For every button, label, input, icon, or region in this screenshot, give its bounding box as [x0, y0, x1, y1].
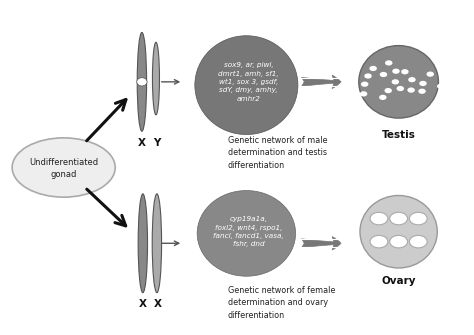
Ellipse shape — [419, 81, 427, 86]
Ellipse shape — [360, 91, 367, 96]
Ellipse shape — [380, 72, 387, 77]
Ellipse shape — [401, 69, 409, 74]
Text: X: X — [139, 299, 147, 309]
Ellipse shape — [364, 73, 372, 79]
Ellipse shape — [197, 191, 296, 276]
Ellipse shape — [137, 78, 147, 86]
Text: X: X — [138, 138, 146, 148]
Ellipse shape — [153, 42, 159, 115]
Ellipse shape — [385, 60, 392, 66]
Ellipse shape — [408, 77, 416, 82]
Ellipse shape — [137, 32, 146, 131]
Ellipse shape — [392, 69, 400, 74]
Ellipse shape — [392, 79, 399, 84]
Text: Genetic network of male
determination and testis
differentiation: Genetic network of male determination an… — [228, 136, 327, 170]
Ellipse shape — [361, 81, 368, 87]
Ellipse shape — [379, 95, 387, 100]
Ellipse shape — [12, 138, 115, 197]
Ellipse shape — [370, 236, 388, 248]
Text: gonad: gonad — [51, 170, 77, 179]
Ellipse shape — [370, 212, 388, 225]
Ellipse shape — [407, 87, 415, 93]
Ellipse shape — [410, 212, 427, 225]
Text: Ovary: Ovary — [382, 276, 416, 286]
Ellipse shape — [390, 236, 408, 248]
Ellipse shape — [360, 196, 437, 268]
Text: X: X — [154, 299, 161, 309]
Ellipse shape — [359, 46, 438, 118]
Ellipse shape — [384, 88, 392, 93]
Text: Y: Y — [153, 138, 160, 148]
Ellipse shape — [390, 212, 408, 225]
Ellipse shape — [437, 84, 445, 89]
Ellipse shape — [195, 36, 298, 135]
Ellipse shape — [369, 66, 377, 71]
Ellipse shape — [418, 89, 426, 94]
Ellipse shape — [397, 86, 404, 91]
Text: Testis: Testis — [382, 130, 416, 140]
Text: Undifferentiated: Undifferentiated — [29, 158, 98, 167]
Text: sox9, ar, piwi,
dmrt1, amh, sf1,
wt1, sox 3, gsdf,
sdY, dmy, amhy,
amhr2: sox9, ar, piwi, dmrt1, amh, sf1, wt1, so… — [219, 62, 279, 102]
Text: cyp19a1a,
foxl2, wnt4, rspo1,
fancl, fancd1, vasa,
fshr, dnd: cyp19a1a, foxl2, wnt4, rspo1, fancl, fan… — [213, 216, 284, 247]
Ellipse shape — [410, 236, 427, 248]
Ellipse shape — [152, 194, 162, 293]
Ellipse shape — [138, 194, 147, 293]
Ellipse shape — [427, 71, 434, 77]
Text: Genetic network of female
determination and ovary
differentiation: Genetic network of female determination … — [228, 285, 335, 320]
